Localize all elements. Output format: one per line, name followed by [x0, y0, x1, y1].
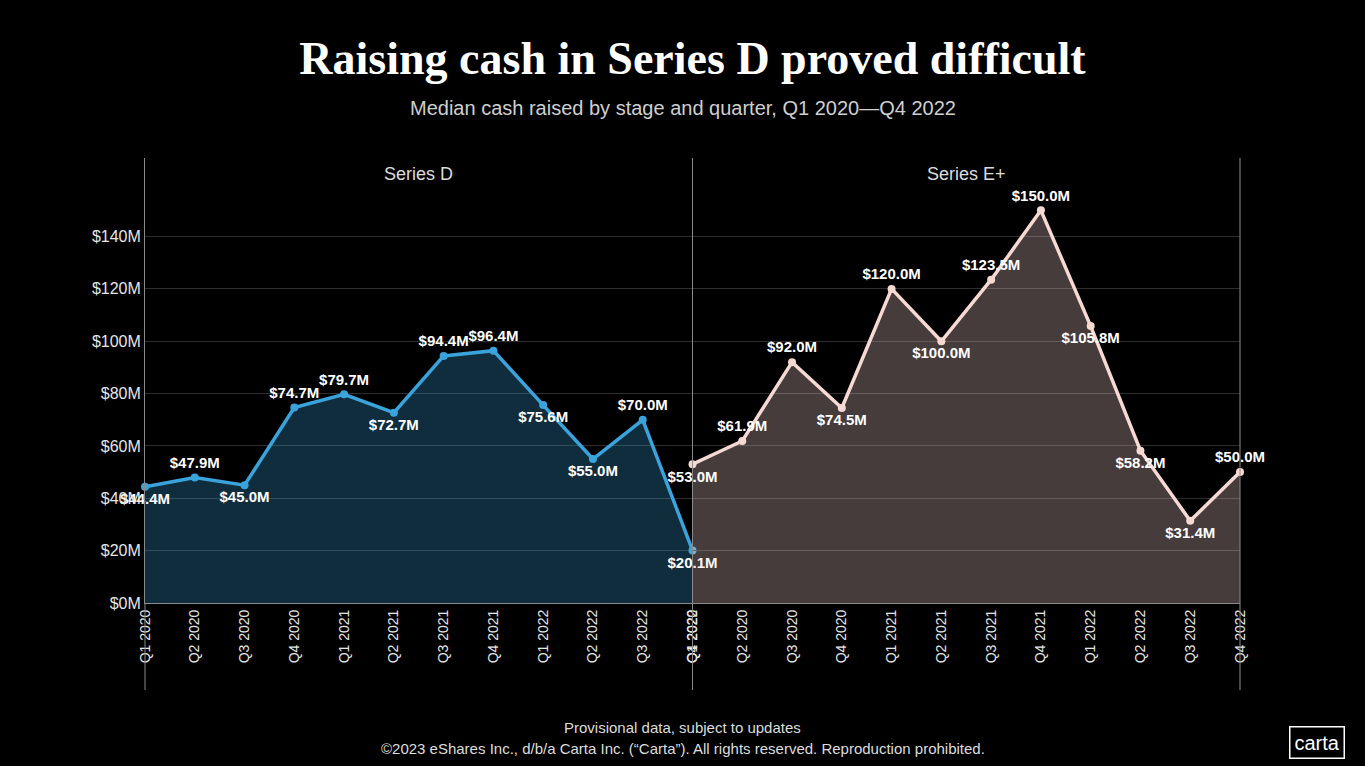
svg-text:Median cash raised by stage an: Median cash raised by stage and quarter,… — [410, 97, 956, 119]
svg-text:Q3 2022: Q3 2022 — [634, 609, 650, 663]
svg-text:Q1 2020: Q1 2020 — [684, 609, 700, 663]
svg-text:Q4 2021: Q4 2021 — [485, 609, 501, 663]
svg-text:Raising cash in Series D prove: Raising cash in Series D proved difficul… — [299, 33, 1086, 84]
svg-text:$47.9M: $47.9M — [170, 454, 220, 471]
svg-text:Q3 2021: Q3 2021 — [983, 609, 999, 663]
svg-text:Q3 2020: Q3 2020 — [784, 609, 800, 663]
svg-text:$120.0M: $120.0M — [862, 265, 920, 282]
svg-text:Q3 2020: Q3 2020 — [236, 609, 252, 663]
svg-text:Q3 2022: Q3 2022 — [1182, 609, 1198, 663]
svg-text:$20M: $20M — [101, 542, 141, 559]
svg-text:$75.6M: $75.6M — [518, 408, 568, 425]
svg-text:Q4 2021: Q4 2021 — [1032, 609, 1048, 663]
svg-text:$58.2M: $58.2M — [1115, 454, 1165, 471]
svg-text:$74.7M: $74.7M — [269, 384, 319, 401]
svg-text:$74.5M: $74.5M — [817, 411, 867, 428]
svg-text:Q1 2021: Q1 2021 — [883, 609, 899, 663]
svg-text:Q4 2020: Q4 2020 — [833, 609, 849, 663]
svg-text:Q1 2022: Q1 2022 — [1082, 609, 1098, 663]
svg-text:Q2 2022: Q2 2022 — [1132, 609, 1148, 663]
svg-text:Q2 2020: Q2 2020 — [186, 609, 202, 663]
svg-text:Q1 2021: Q1 2021 — [336, 609, 352, 663]
svg-text:$72.7M: $72.7M — [369, 416, 419, 433]
svg-text:Q2 2021: Q2 2021 — [385, 609, 401, 663]
svg-text:$50.0M: $50.0M — [1215, 448, 1265, 465]
svg-text:$80M: $80M — [101, 385, 141, 402]
svg-text:$120M: $120M — [92, 280, 141, 297]
svg-text:$140M: $140M — [92, 228, 141, 245]
svg-text:$55.0M: $55.0M — [568, 462, 618, 479]
svg-text:$44.4M: $44.4M — [120, 490, 170, 507]
svg-text:Series E+: Series E+ — [927, 164, 1006, 184]
svg-text:©2023 eShares Inc., d/b/a Cart: ©2023 eShares Inc., d/b/a Carta Inc. (“C… — [381, 740, 985, 757]
svg-text:$79.7M: $79.7M — [319, 371, 369, 388]
svg-text:Q1 2022: Q1 2022 — [535, 609, 551, 663]
svg-text:$100M: $100M — [92, 333, 141, 350]
svg-text:$61.9M: $61.9M — [717, 417, 767, 434]
svg-text:Q4 2022: Q4 2022 — [684, 609, 700, 663]
svg-text:$31.4M: $31.4M — [1165, 524, 1215, 541]
svg-text:Q4 2020: Q4 2020 — [286, 609, 302, 663]
svg-text:Q4 2022: Q4 2022 — [1232, 609, 1248, 663]
svg-text:$53.0M: $53.0M — [667, 468, 717, 485]
svg-text:$94.4M: $94.4M — [419, 332, 469, 349]
svg-text:Provisional data, subject to u: Provisional data, subject to updates — [564, 719, 801, 736]
svg-text:$92.0M: $92.0M — [767, 338, 817, 355]
svg-text:$100.0M: $100.0M — [912, 344, 970, 361]
svg-text:$45.0M: $45.0M — [220, 488, 270, 505]
svg-text:$70.0M: $70.0M — [618, 396, 668, 413]
svg-text:Q1 2020: Q1 2020 — [137, 609, 153, 663]
svg-text:carta: carta — [1295, 732, 1340, 754]
svg-text:$60M: $60M — [101, 438, 141, 455]
svg-text:$123.5M: $123.5M — [962, 256, 1020, 273]
svg-text:$150.0M: $150.0M — [1012, 187, 1070, 204]
svg-text:$0M: $0M — [110, 595, 141, 612]
svg-text:Q3 2021: Q3 2021 — [435, 609, 451, 663]
svg-text:Series D: Series D — [384, 164, 453, 184]
svg-text:$20.1M: $20.1M — [667, 554, 717, 571]
svg-text:Q2 2020: Q2 2020 — [734, 609, 750, 663]
svg-text:$40M: $40M — [101, 490, 141, 507]
svg-text:Q2 2021: Q2 2021 — [933, 609, 949, 663]
svg-text:$96.4M: $96.4M — [468, 327, 518, 344]
svg-text:$105.8M: $105.8M — [1061, 329, 1119, 346]
svg-text:Q2 2022: Q2 2022 — [585, 609, 601, 663]
